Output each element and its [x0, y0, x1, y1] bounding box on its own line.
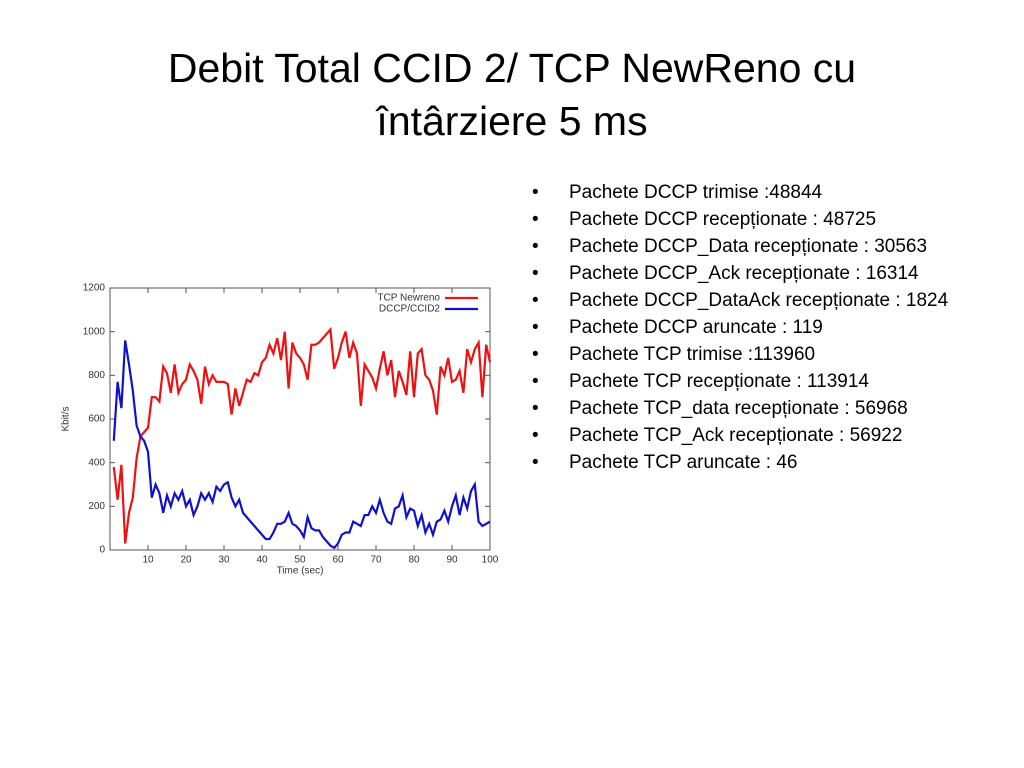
- y-tick-label: 1200: [83, 283, 106, 294]
- bullet-list: Pachete DCCP trimise :48844 Pachete DCCP …: [530, 182, 970, 479]
- y-tick-label: 1000: [83, 326, 106, 337]
- data-line: [112, 340, 491, 550]
- bullet-item: Pachete TCP aruncate : 46: [530, 452, 970, 473]
- legend-label: TCP Newreno: [377, 293, 440, 304]
- y-tick-label: 400: [88, 457, 105, 468]
- plot-frame: [109, 287, 491, 551]
- y-tick-label: 0: [99, 545, 105, 556]
- x-tick-label: 70: [370, 555, 382, 566]
- title-line: Debit Total CCID 2/ TCP NewReno cu: [167, 45, 857, 91]
- bullet-item: Pachete TCP recepționate : 113914: [530, 371, 970, 392]
- x-tick-label: 100: [482, 555, 499, 566]
- x-tick-label: 90: [446, 555, 458, 566]
- x-tick-label: 20: [180, 555, 192, 566]
- y-axis-label: Kbit/s: [61, 406, 72, 431]
- bullet-item: Pachete DCCP trimise :48844: [530, 182, 970, 203]
- x-tick-label: 30: [218, 555, 230, 566]
- bullet-item: Pachete TCP_Ack recepționate : 56922: [530, 425, 970, 446]
- bullet-item: Pachete TCP_data recepționate : 56968: [530, 398, 970, 419]
- x-tick-label: 80: [408, 555, 420, 566]
- bullet-item: Pachete DCCP aruncate : 119: [530, 317, 970, 338]
- bullet-item: Pachete TCP trimise :113960: [530, 344, 970, 365]
- x-tick-label: 50: [294, 555, 306, 566]
- y-tick-label: 600: [88, 414, 105, 425]
- x-tick-label: 40: [256, 555, 268, 566]
- y-tick-label: 800: [88, 370, 105, 381]
- x-tick-label: 60: [332, 555, 344, 566]
- data-line: [112, 326, 492, 544]
- bullet-item: Pachete DCCP_DataAck recepționate : 1824: [530, 290, 970, 311]
- bullet-item: Pachete DCCP recepționate : 48725: [530, 209, 970, 230]
- bullet-item: Pachete DCCP_Data recepționate : 30563: [530, 236, 970, 257]
- y-tick-label: 200: [88, 501, 105, 512]
- x-axis-label: Time (sec): [277, 566, 324, 577]
- slide-title: Debit Total CCID 2/ TCP NewReno cu întâr…: [0, 42, 1024, 148]
- x-tick-label: 10: [142, 555, 154, 566]
- title-line: întârziere 5 ms: [376, 98, 648, 144]
- bullet-item: Pachete DCCP_Ack recepționate : 16314: [530, 263, 970, 284]
- legend-label: DCCP/CCID2: [379, 304, 441, 315]
